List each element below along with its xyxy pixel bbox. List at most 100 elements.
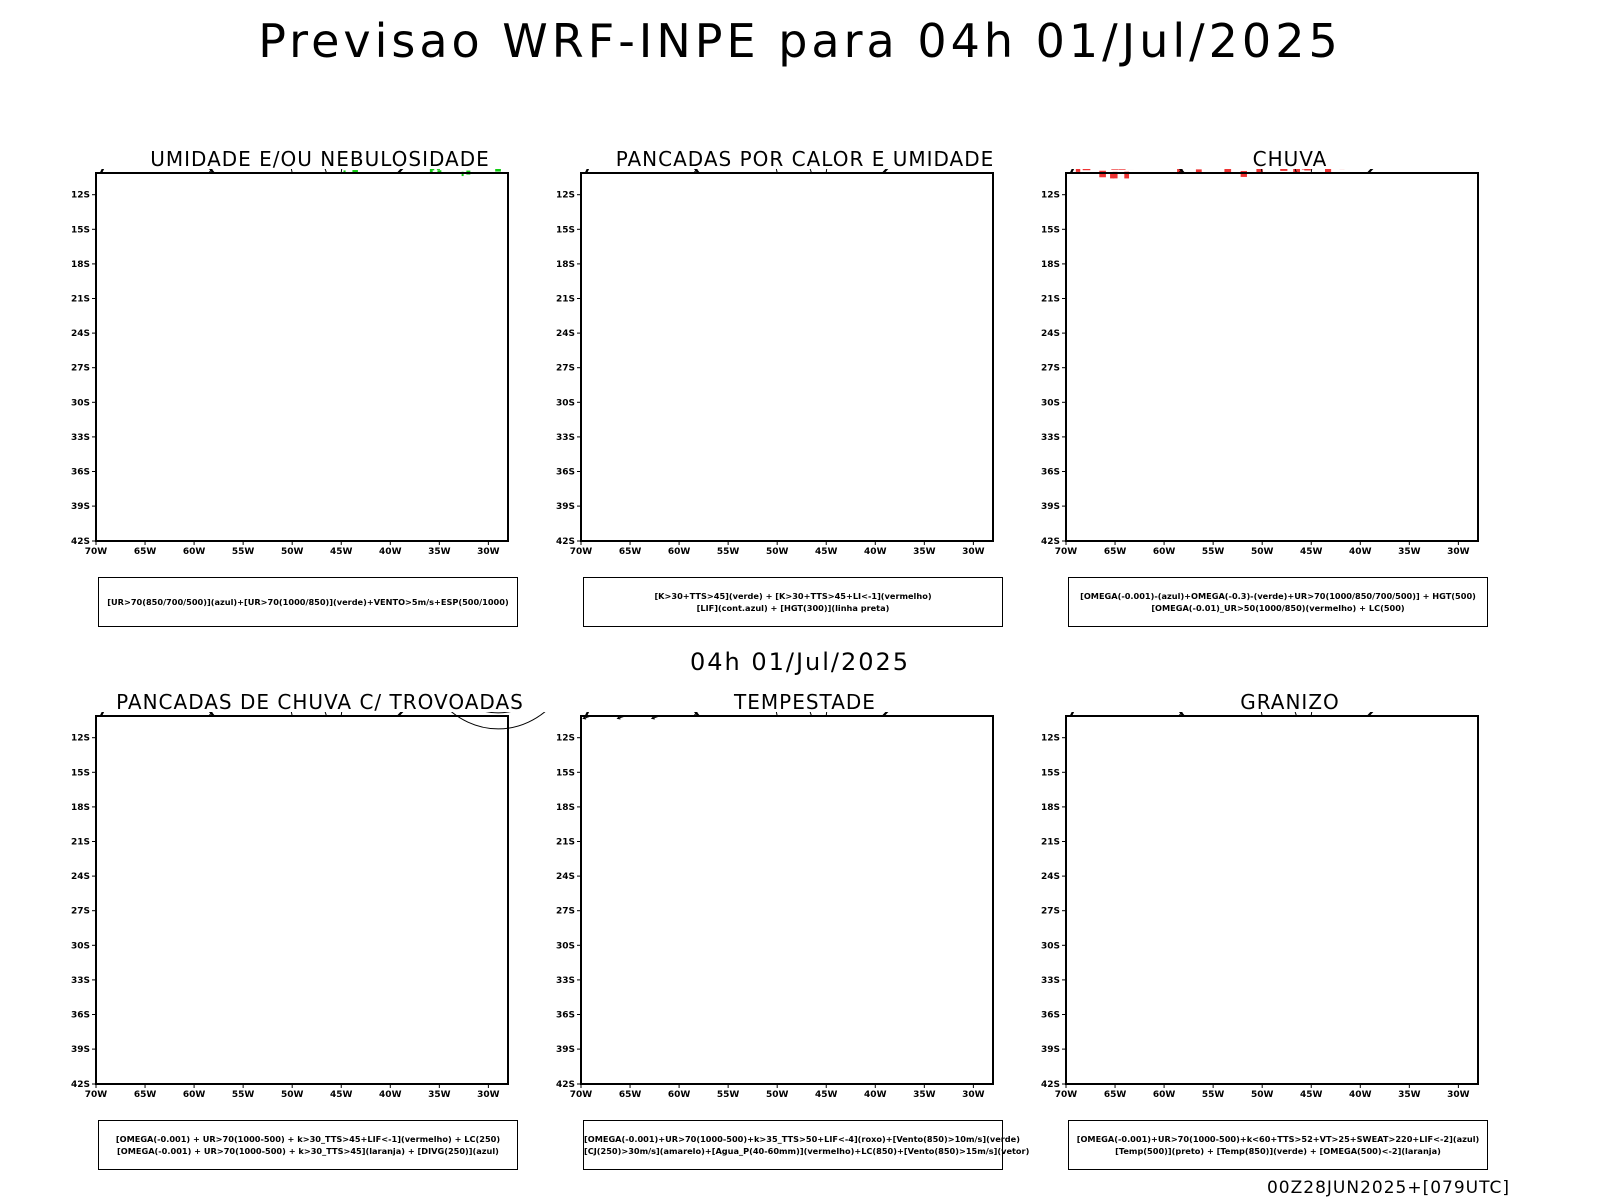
lat-tick-label: 30S xyxy=(1041,398,1060,408)
lon-tick-label: 35W xyxy=(1398,547,1421,557)
lat-tick-label: 12S xyxy=(1041,734,1060,744)
lat-tick-label: 15S xyxy=(1041,768,1060,778)
legend-line: [LIF](cont.azul) + [HGT(300)](linha pret… xyxy=(696,603,890,613)
rain-omega-area xyxy=(1256,169,1263,173)
lon-tick-label: 50W xyxy=(281,1090,304,1100)
lat-tick-label: 12S xyxy=(556,191,575,201)
lon-tick-label: 70W xyxy=(1055,547,1078,557)
lat-tick-label: 36S xyxy=(556,468,575,478)
lat-tick-label: 12S xyxy=(556,734,575,744)
lon-tick-label: 55W xyxy=(232,547,255,557)
lat-tick-label: 27S xyxy=(71,364,90,374)
field-layer xyxy=(450,712,546,730)
map-frame xyxy=(1065,715,1479,1085)
rain-omega-area xyxy=(1112,171,1118,179)
lat-tick-label: 42S xyxy=(556,1080,575,1090)
lon-tick-label: 60W xyxy=(1153,547,1176,557)
lat-tick-label: 24S xyxy=(556,872,575,882)
lon-tick-label: 35W xyxy=(428,547,451,557)
lat-tick-label: 18S xyxy=(1041,260,1060,270)
run-timestamp: 00Z28JUN2025+[079UTC] xyxy=(1266,1178,1510,1198)
lon-tick-label: 55W xyxy=(1202,547,1225,557)
legend-line: [Temp(500)](preto) + [Temp(850)](verde) … xyxy=(1115,1146,1441,1156)
lon-tick-label: 40W xyxy=(864,1090,887,1100)
forecast-time-label: 04h 01/Jul/2025 xyxy=(689,648,911,676)
panel-pancadas-calor: PANCADAS POR CALOR E UMIDADE 96009520960… xyxy=(555,147,1055,627)
legend-line: [UR>70(850/700/500)](azul)+[UR>70(1000/8… xyxy=(107,597,509,607)
map-background xyxy=(1066,716,1478,1084)
legend-line: [OMEGA(-0.001)+UR>70(1000-500)+k>35_TTS>… xyxy=(584,1134,1020,1144)
lon-tick-label: 65W xyxy=(1104,1090,1127,1100)
lat-tick-label: 42S xyxy=(1041,1080,1060,1090)
lon-tick-label: 40W xyxy=(379,1090,402,1100)
lon-tick-label: 55W xyxy=(717,1090,740,1100)
lat-tick-label: 30S xyxy=(1041,941,1060,951)
humidity-850-patch xyxy=(352,170,358,174)
lat-tick-label: 21S xyxy=(71,838,90,848)
lon-tick-label: 65W xyxy=(1104,547,1127,557)
lat-tick-label: 42S xyxy=(1041,537,1060,547)
lat-tick-label: 15S xyxy=(556,768,575,778)
rain-omega-area xyxy=(1082,169,1091,171)
lat-tick-label: 39S xyxy=(1041,1045,1060,1055)
humidity-850-patch xyxy=(436,169,441,170)
rain-omega-area xyxy=(1075,169,1081,172)
lon-tick-label: 60W xyxy=(183,1090,206,1100)
lat-tick-label: 21S xyxy=(71,295,90,305)
lat-tick-label: 27S xyxy=(71,907,90,917)
wind-vector-head xyxy=(616,715,621,720)
panel-umidade: UMIDADE E/OU NEBULOSIDADE 10201020103210… xyxy=(70,147,570,627)
lat-tick-label: 18S xyxy=(556,260,575,270)
lon-tick-label: 50W xyxy=(766,1090,789,1100)
panel-chuva: CHUVA 58257657056756155854954612S15S18S2… xyxy=(1040,147,1540,627)
lon-tick-label: 50W xyxy=(281,547,304,557)
lon-tick-label: 55W xyxy=(1202,1090,1225,1100)
lat-tick-label: 36S xyxy=(556,1011,575,1021)
lat-tick-label: 18S xyxy=(1041,803,1060,813)
panel-title: PANCADAS POR CALOR E UMIDADE xyxy=(615,147,995,171)
map-frame xyxy=(95,715,509,1085)
lat-tick-label: 36S xyxy=(71,468,90,478)
lon-tick-label: 40W xyxy=(379,547,402,557)
lon-tick-label: 65W xyxy=(619,547,642,557)
lon-tick-label: 70W xyxy=(85,1090,108,1100)
map-background xyxy=(96,173,508,541)
lon-tick-label: 50W xyxy=(1251,1090,1274,1100)
rain-omega-area xyxy=(1301,169,1309,170)
lat-tick-label: 24S xyxy=(71,872,90,882)
lat-tick-label: 33S xyxy=(71,976,90,986)
lon-tick-label: 45W xyxy=(330,547,353,557)
lon-tick-label: 45W xyxy=(815,1090,838,1100)
lat-tick-label: 36S xyxy=(1041,468,1060,478)
map-frame xyxy=(580,172,994,542)
lon-tick-label: 65W xyxy=(134,547,157,557)
lat-tick-label: 21S xyxy=(1041,838,1060,848)
lon-tick-label: 70W xyxy=(85,547,108,557)
panel-legend: [OMEGA(-0.001) + UR>70(1000-500) + k>30_… xyxy=(98,1120,518,1170)
lon-tick-label: 55W xyxy=(717,547,740,557)
lat-tick-label: 27S xyxy=(1041,364,1060,374)
streamline xyxy=(485,712,511,714)
lat-tick-label: 30S xyxy=(556,941,575,951)
lat-tick-label: 33S xyxy=(1041,976,1060,986)
page-title: Previsao WRF-INPE para 04h 01/Jul/2025 xyxy=(258,14,1342,68)
lat-tick-label: 21S xyxy=(556,838,575,848)
lon-tick-label: 40W xyxy=(1349,547,1372,557)
lon-tick-label: 45W xyxy=(815,547,838,557)
lat-tick-label: 21S xyxy=(556,295,575,305)
lon-tick-label: 35W xyxy=(1398,1090,1421,1100)
humidity-850-patch xyxy=(495,169,501,172)
lon-tick-label: 60W xyxy=(1153,1090,1176,1100)
humidity-850-patch xyxy=(429,169,433,173)
lat-tick-label: 33S xyxy=(556,976,575,986)
lon-tick-label: 35W xyxy=(913,547,936,557)
lat-tick-label: 12S xyxy=(71,191,90,201)
lon-tick-label: 30W xyxy=(1447,547,1470,557)
